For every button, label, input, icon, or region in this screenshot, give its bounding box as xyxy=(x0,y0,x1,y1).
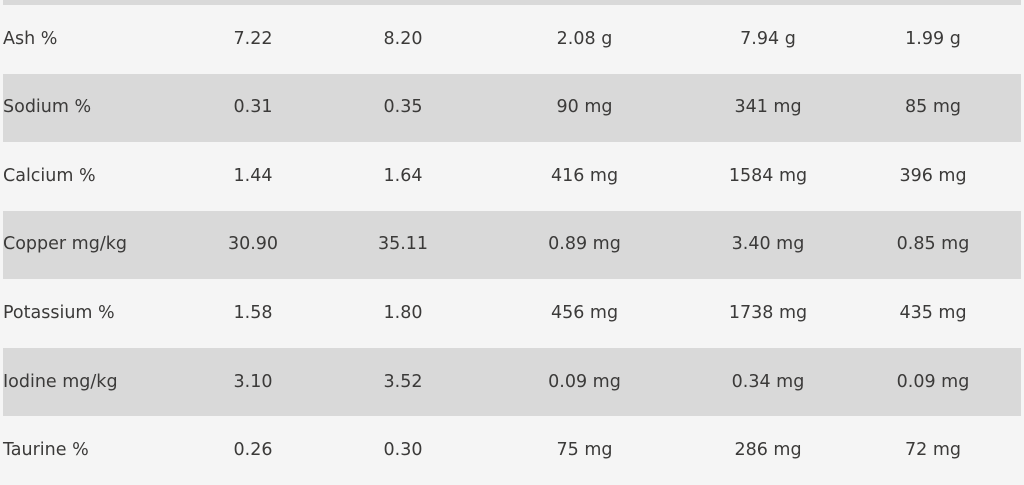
value-cell: 0.34 mg xyxy=(731,371,805,392)
value-cell: 1.80 xyxy=(383,303,423,324)
value-cell: 72 mg xyxy=(905,440,961,461)
value-cell: 90 mg xyxy=(556,97,613,118)
value-cell: 0.89 mg xyxy=(548,234,621,255)
table-row: Iodine mg/kg 3.10 3.52 0.09 mg 0.34 mg 0.09 m… xyxy=(3,347,1021,417)
value-cell: 1.99 g xyxy=(905,28,961,49)
value-cell: 3.40 mg xyxy=(731,234,805,255)
value-cell: 396 mg xyxy=(899,165,967,186)
value-cell: 8.20 xyxy=(383,28,423,49)
value-cell: 7.94 g xyxy=(740,28,796,49)
value-cell: 2.08 g xyxy=(556,28,613,49)
value-cell: 286 mg xyxy=(734,440,802,461)
table-row: Ash % 7.22 8.20 2.08 g 7.94 g 1.99 g xyxy=(3,5,1021,74)
row-label: Potassium % xyxy=(3,303,115,324)
table-row: Sodium % 0.31 0.35 90 mg 341 mg 85 mg xyxy=(3,73,1021,143)
value-cell: 1.64 xyxy=(383,165,423,186)
value-cell: 416 mg xyxy=(550,165,619,186)
value-cell: 435 mg xyxy=(899,303,967,324)
value-cell: 1738 mg xyxy=(728,303,808,324)
value-cell: 0.85 mg xyxy=(896,234,970,255)
value-cell: 0.09 mg xyxy=(896,371,970,392)
table-row: Calcium % 1.44 1.64 416 mg 1584 mg 396 mg xyxy=(3,142,1021,211)
row-label: Ash % xyxy=(3,28,58,49)
value-cell: 0.31 xyxy=(233,97,273,118)
row-label: Calcium % xyxy=(3,165,96,186)
partial-row-top xyxy=(3,0,1021,5)
value-cell: 0.35 xyxy=(383,97,423,118)
value-cell: 1.58 xyxy=(233,303,273,324)
value-cell: 85 mg xyxy=(905,97,961,118)
value-cell: 456 mg xyxy=(550,303,619,324)
nutrition-table-body: Ash % 7.22 8.20 2.08 g 7.94 g 1.99 g Sodium % 0… xyxy=(3,5,1021,485)
row-label: Taurine % xyxy=(3,440,89,461)
row-label: Copper mg/kg xyxy=(3,234,127,255)
row-label: Sodium % xyxy=(3,97,92,118)
value-cell: 30.90 xyxy=(227,234,279,255)
value-cell: 7.22 xyxy=(233,28,273,49)
value-cell: 35.11 xyxy=(377,234,429,255)
value-cell: 1.44 xyxy=(233,165,273,186)
table-row: Potassium % 1.58 1.80 456 mg 1738 mg 435 mg xyxy=(3,279,1021,348)
row-label: Iodine mg/kg xyxy=(3,371,118,392)
value-cell: 0.30 xyxy=(383,440,423,461)
value-cell: 1584 mg xyxy=(728,165,808,186)
value-cell: 341 mg xyxy=(734,97,802,118)
value-cell: 0.26 xyxy=(233,440,273,461)
nutrition-table: Ash % 7.22 8.20 2.08 g 7.94 g 1.99 g Sodium % 0… xyxy=(3,5,1021,485)
value-cell: 3.52 xyxy=(383,371,423,392)
value-cell: 0.09 mg xyxy=(548,371,621,392)
value-cell: 3.10 xyxy=(233,371,273,392)
table-row: Copper mg/kg 30.90 35.11 0.89 mg 3.40 mg 0.85… xyxy=(3,210,1021,280)
value-cell: 75 mg xyxy=(556,440,613,461)
table-row: Taurine % 0.26 0.30 75 mg 286 mg 72 mg xyxy=(3,416,1021,485)
